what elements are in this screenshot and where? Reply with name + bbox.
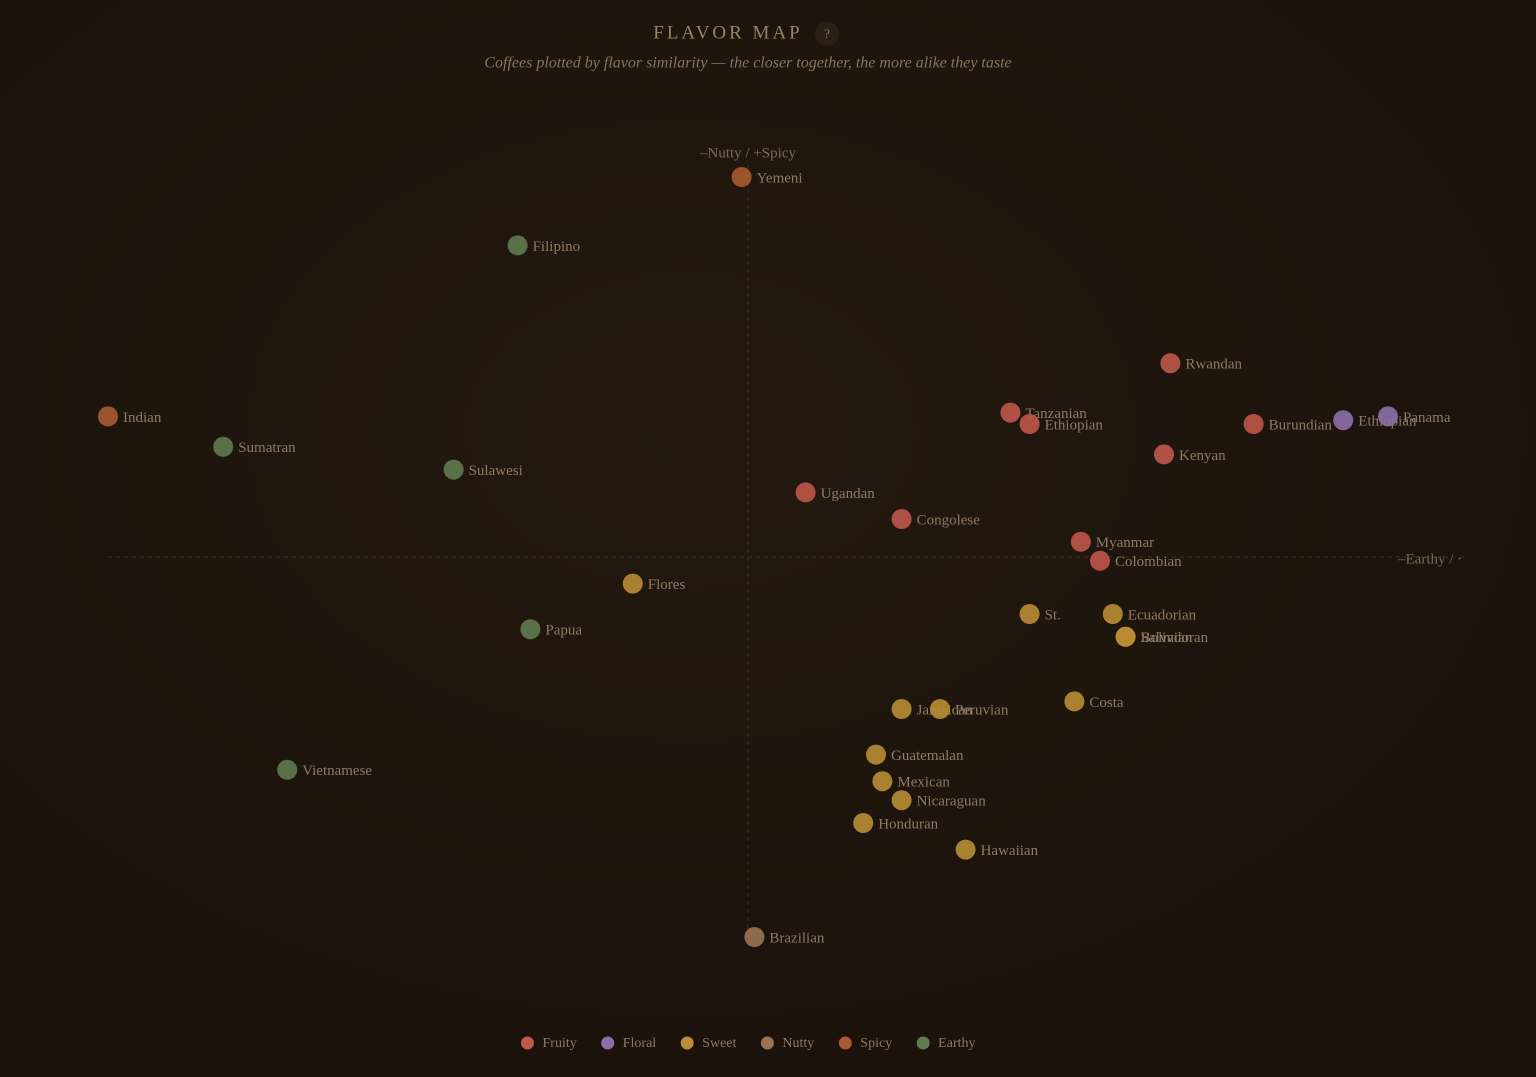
series-group: Brazilian xyxy=(744,927,825,947)
point xyxy=(1160,353,1181,374)
point xyxy=(872,771,893,792)
legend-swatch xyxy=(601,1036,615,1050)
point-label: Yemeni xyxy=(757,170,803,186)
point-label: Ecuadorian xyxy=(1128,607,1197,623)
point xyxy=(213,436,234,457)
point xyxy=(891,790,912,811)
legend-label: Sweet xyxy=(702,1036,736,1051)
point-label: Flores xyxy=(648,577,686,593)
help-circle[interactable] xyxy=(815,22,839,46)
point xyxy=(277,759,298,780)
point xyxy=(955,839,976,860)
point-label: Papua xyxy=(545,623,582,639)
point-label: St. xyxy=(1045,607,1061,623)
point-label: Nicaraguan xyxy=(917,794,987,810)
point-label: Bolivian xyxy=(1141,630,1193,646)
y-axis-label: –Nutty / +Spicy xyxy=(699,145,796,161)
point xyxy=(1064,691,1085,712)
point xyxy=(1070,531,1091,552)
point xyxy=(795,482,816,503)
point-label: Peruvian xyxy=(955,702,1009,718)
legend-label: Earthy xyxy=(938,1036,975,1051)
legend-swatch xyxy=(680,1036,694,1050)
point xyxy=(731,167,752,187)
point-label: Sumatran xyxy=(238,440,296,456)
point xyxy=(1102,604,1123,624)
point xyxy=(1333,410,1354,431)
point xyxy=(1019,604,1040,624)
series-group: EthiopianPanama xyxy=(1333,406,1451,431)
point xyxy=(443,459,464,480)
point xyxy=(853,813,874,833)
point xyxy=(1019,414,1040,434)
point-label: Sulawesi xyxy=(469,463,523,479)
point xyxy=(98,406,118,427)
legend-label: Spicy xyxy=(860,1036,892,1051)
point-label: Ugandan xyxy=(821,486,876,502)
point-label: Costa xyxy=(1089,695,1124,711)
legend-swatch xyxy=(916,1036,930,1050)
point-label: Rwandan xyxy=(1185,357,1242,373)
help-button[interactable]: ? xyxy=(815,22,839,46)
point xyxy=(1378,406,1398,427)
chart-subtitle: Coffees plotted by flavor similarity — t… xyxy=(484,55,1011,72)
point-label: Myanmar xyxy=(1096,535,1154,551)
point-label: Burundian xyxy=(1269,417,1333,433)
point xyxy=(622,573,643,594)
point xyxy=(891,509,912,529)
legend-label: Floral xyxy=(623,1036,657,1051)
point-label: Kenyan xyxy=(1179,448,1226,464)
legend: Fruity Floral Sweet Nutty Spicy Earthy xyxy=(520,1036,976,1051)
point-label: Salvadoran xyxy=(1141,630,1209,646)
point xyxy=(891,699,912,719)
point xyxy=(1154,444,1174,465)
point-label: Guatemalan xyxy=(891,748,964,764)
chart-title: FLAVOR MAP xyxy=(653,22,803,43)
legend-swatch xyxy=(760,1036,774,1050)
point-label: Tanzanian xyxy=(1025,406,1087,422)
point xyxy=(507,235,528,256)
legend-swatch xyxy=(520,1036,534,1050)
point xyxy=(1243,414,1264,434)
point xyxy=(866,744,886,765)
point xyxy=(930,699,950,719)
point xyxy=(520,619,541,640)
point-label: Colombian xyxy=(1115,554,1182,570)
point-label: Mexican xyxy=(897,775,950,791)
legend-label: Fruity xyxy=(542,1036,576,1051)
legend-label: Nutty xyxy=(782,1036,814,1051)
point-label: Ethiopian xyxy=(1045,417,1104,433)
point-label: Honduran xyxy=(878,816,938,832)
series-group: Filipino Sumatran Sulawesi Papua Vietnamese xyxy=(213,235,582,780)
legend-swatch xyxy=(838,1036,852,1050)
point-label: Hawaiian xyxy=(981,843,1039,859)
point xyxy=(744,927,765,947)
point-label: Indian xyxy=(123,410,162,426)
point-label: Filipino xyxy=(533,239,581,255)
point xyxy=(1115,626,1136,647)
point-label: Brazilian xyxy=(769,930,824,946)
point-label: Vietnamese xyxy=(302,763,372,779)
help-icon[interactable]: ? xyxy=(824,26,830,41)
axes xyxy=(108,165,1465,950)
series-group: Yemeni Indian xyxy=(98,167,803,427)
point xyxy=(1000,402,1021,423)
point-label: Panama xyxy=(1403,410,1451,426)
x-axis-label: –Earthy / · xyxy=(1397,551,1462,567)
point xyxy=(1090,550,1110,571)
point-label: Congolese xyxy=(917,512,981,528)
